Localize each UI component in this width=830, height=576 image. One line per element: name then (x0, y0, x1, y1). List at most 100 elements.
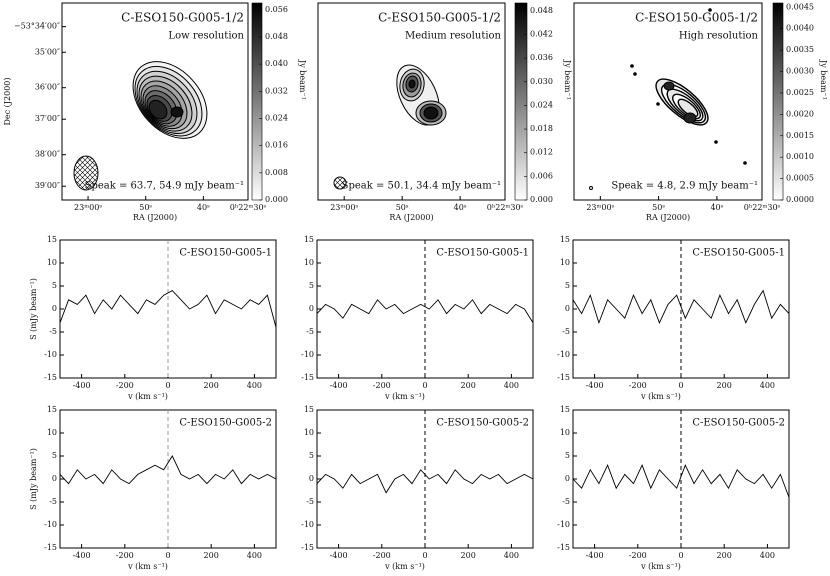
y-tick-label: 5 (565, 281, 570, 290)
y-tick-label: -5 (306, 497, 314, 506)
panel: -400 -200 0 200 400 -15 -10 -5 0 5 10 15 C-ESO150-G0… (557, 405, 790, 571)
colorbar (251, 2, 263, 201)
panel: -400 -200 0 200 400 -15 -10 -5 0 5 10 15 C-ESO150-G0… (301, 235, 534, 401)
y-tick-label: -15 (557, 373, 570, 382)
x-tick-label: 400 (760, 551, 775, 560)
colorbar-tick-label: 0.040 (265, 59, 288, 68)
x-tick-label: 23ᵐ00ˢ (330, 203, 358, 212)
spectrum-line (59, 290, 277, 328)
panel: -400 -200 0 200 400 -15 -10 -5 0 5 10 15 C-ESO150-G0… (301, 405, 534, 571)
beam (73, 155, 99, 191)
colorbar-tick-label: 0.0040 (786, 24, 814, 33)
y-tick-label: 5 (309, 451, 314, 460)
contour (633, 72, 637, 76)
y-tick-label: -5 (562, 327, 570, 336)
y-tick-label: 15 (47, 235, 57, 244)
plot-area (572, 409, 790, 549)
x-tick-label: 200 (717, 381, 732, 390)
y-tick-label: 0 (309, 474, 314, 483)
panel-title: C-ESO150-G005-1/2 (121, 11, 244, 25)
contour (677, 98, 699, 118)
x-tick-label: 400 (760, 381, 775, 390)
y-tick-label: 15 (560, 235, 570, 244)
colorbar-tick-label: 0.0000 (786, 195, 814, 204)
x-tick-label: -400 (330, 381, 348, 390)
x-tick-label: -200 (629, 381, 647, 390)
x-tick-label: -200 (373, 381, 391, 390)
panel: C-ESO150-G005-1/2 High resolution Speak = … (573, 2, 828, 222)
colorbar-tick-label: 0.000 (530, 195, 553, 204)
colorbar-tick-label: 0.006 (530, 171, 553, 180)
colorbar-tick-label: 0.048 (530, 6, 553, 15)
colorbar-tick-label: 0.024 (265, 113, 288, 122)
y-tick-label: 0 (52, 304, 57, 313)
colorbar-tick-label: 0.000 (265, 195, 288, 204)
x-tick-label: 0 (165, 551, 170, 560)
colorbar-tick-label: 0.042 (530, 30, 553, 39)
x-axis-label: RA (J2000) (646, 213, 690, 222)
y-tick-label: 10 (47, 258, 57, 267)
y-axis-label: S (mJy beam⁻¹) (29, 448, 38, 510)
x-tick-label: -400 (73, 551, 91, 560)
annotation: Speak = 63.7, 54.9 mJy beam⁻¹ (85, 181, 244, 192)
x-tick-label: 23ᵐ00ˢ (586, 203, 614, 212)
x-tick-label: 0 (678, 551, 683, 560)
y-tick-label: -5 (562, 497, 570, 506)
spectrum-line (572, 289, 790, 325)
contour (630, 64, 634, 68)
panel-title: C-ESO150-G005-1 (436, 248, 529, 259)
colorbar-tick-label: 0.032 (265, 86, 288, 95)
y-tick-label: -10 (557, 520, 570, 529)
panel-subtitle: Low resolution (168, 31, 244, 42)
x-tick-label: 23ᵐ00ˢ (74, 203, 102, 212)
y-tick-label: 39′00″ (35, 181, 60, 190)
x-tick-label: 200 (204, 551, 219, 560)
colorbar-tick-label: 0.024 (530, 100, 553, 109)
y-tick-label: 36′00″ (35, 83, 60, 92)
contour (663, 81, 675, 91)
spectrum-line (572, 464, 790, 498)
colorbar-tick-label: 0.0015 (786, 131, 814, 140)
colorbar-tick-label: 0.030 (530, 77, 553, 86)
x-tick-label: 0ʰ22ᵐ30ˢ (744, 203, 781, 212)
x-axis-label: v (km s⁻¹) (640, 392, 681, 401)
plot-area (572, 239, 790, 379)
contour (170, 106, 184, 118)
x-tick-label: 40ˢ (197, 203, 210, 212)
colorbar-tick-label: 0.0005 (786, 174, 814, 183)
colorbar-tick-label: 0.048 (265, 32, 288, 41)
panel-title: C-ESO150-G005-2 (436, 418, 529, 429)
y-tick-label: -10 (44, 520, 57, 529)
y-tick-label: 5 (309, 281, 314, 290)
x-axis-label: v (km s⁻¹) (384, 562, 425, 571)
plot-area (316, 239, 534, 379)
colorbar-label: Jy beam⁻¹ (563, 59, 572, 100)
plot-area (59, 409, 277, 549)
x-tick-label: 0 (422, 551, 427, 560)
y-tick-label: 10 (560, 428, 570, 437)
y-tick-label: -15 (557, 543, 570, 552)
x-axis-label: v (km s⁻¹) (127, 392, 168, 401)
colorbar (514, 2, 528, 201)
panel-title: C-ESO150-G005-2 (179, 418, 272, 429)
x-tick-label: -400 (586, 551, 604, 560)
x-tick-label: -400 (586, 381, 604, 390)
y-tick-label: -15 (301, 373, 314, 382)
y-tick-label: -10 (557, 350, 570, 359)
colorbar-tick-label: 0.0035 (786, 45, 814, 54)
y-tick-label: 15 (304, 405, 314, 414)
colorbar-tick-label: 0.036 (530, 53, 553, 62)
y-tick-label: 0 (565, 304, 570, 313)
y-tick-label: 10 (304, 428, 314, 437)
colorbar-tick-label: 0.012 (530, 148, 553, 157)
y-tick-label: -5 (49, 327, 57, 336)
y-tick-label: -10 (44, 350, 57, 359)
x-tick-label: 200 (204, 381, 219, 390)
x-tick-label: -200 (116, 551, 134, 560)
contour (714, 140, 718, 144)
y-tick-label: -15 (301, 543, 314, 552)
spectrum-line (316, 299, 534, 324)
y-tick-label: -10 (301, 350, 314, 359)
y-tick-label: -5 (49, 497, 57, 506)
contour (423, 106, 439, 120)
